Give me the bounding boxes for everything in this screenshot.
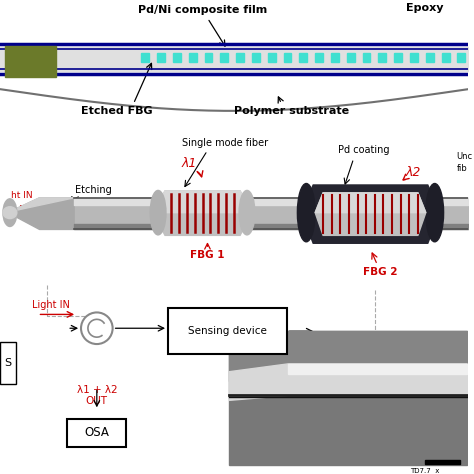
Bar xyxy=(5,46,56,77)
Bar xyxy=(442,53,449,63)
Text: Unc: Unc xyxy=(456,152,473,161)
Text: Polymer substrate: Polymer substrate xyxy=(234,106,349,116)
Bar xyxy=(0,342,16,383)
Text: λ1: λ1 xyxy=(182,157,197,170)
Text: Pd/Ni composite film: Pd/Ni composite film xyxy=(138,5,267,15)
Bar xyxy=(67,419,127,447)
Text: S: S xyxy=(4,358,11,368)
Text: FBG 1: FBG 1 xyxy=(190,250,225,260)
Polygon shape xyxy=(153,191,252,213)
Bar xyxy=(300,53,307,63)
Bar xyxy=(283,53,292,63)
Bar xyxy=(394,53,402,63)
Ellipse shape xyxy=(3,199,17,227)
Ellipse shape xyxy=(3,207,17,219)
Polygon shape xyxy=(315,193,426,213)
Bar xyxy=(268,53,276,63)
Bar xyxy=(204,53,212,63)
Bar xyxy=(363,53,371,63)
Text: FBG 2: FBG 2 xyxy=(363,267,398,277)
Text: OSA: OSA xyxy=(84,427,109,439)
Bar xyxy=(347,53,355,63)
Bar xyxy=(425,460,460,464)
Text: fib: fib xyxy=(456,164,467,173)
Ellipse shape xyxy=(426,183,444,242)
Text: Light IN: Light IN xyxy=(32,300,70,310)
Polygon shape xyxy=(289,364,467,374)
Bar xyxy=(236,53,244,63)
Text: Etching: Etching xyxy=(75,185,112,195)
Text: ht IN: ht IN xyxy=(11,191,33,201)
Bar xyxy=(410,53,418,63)
Text: Single mode fiber: Single mode fiber xyxy=(182,138,268,148)
Polygon shape xyxy=(229,364,467,401)
Text: λ2: λ2 xyxy=(405,165,420,179)
Text: Pd coating: Pd coating xyxy=(338,146,389,155)
Bar xyxy=(331,53,339,63)
Polygon shape xyxy=(315,193,426,236)
Text: TD7.7  x: TD7.7 x xyxy=(410,467,439,474)
Bar xyxy=(141,53,149,63)
Polygon shape xyxy=(10,198,74,212)
Text: Epoxy: Epoxy xyxy=(406,3,444,13)
Bar xyxy=(157,53,165,63)
Bar xyxy=(457,53,465,63)
Bar xyxy=(315,53,323,63)
Text: Etched FBG: Etched FBG xyxy=(81,106,153,116)
Text: Sensing device: Sensing device xyxy=(188,326,267,336)
Circle shape xyxy=(81,312,113,344)
Bar xyxy=(378,53,386,63)
Bar xyxy=(189,53,197,63)
Bar xyxy=(426,53,434,63)
Ellipse shape xyxy=(297,183,315,242)
Ellipse shape xyxy=(150,191,166,235)
Bar xyxy=(252,53,260,63)
Polygon shape xyxy=(301,185,440,243)
Polygon shape xyxy=(153,191,252,236)
Ellipse shape xyxy=(239,191,255,235)
Bar xyxy=(173,53,181,63)
Bar xyxy=(220,53,228,63)
Text: λ1 + λ2
OUT: λ1 + λ2 OUT xyxy=(76,384,117,406)
Bar xyxy=(168,309,286,354)
Polygon shape xyxy=(229,331,467,381)
Polygon shape xyxy=(10,198,74,229)
Polygon shape xyxy=(229,331,467,465)
